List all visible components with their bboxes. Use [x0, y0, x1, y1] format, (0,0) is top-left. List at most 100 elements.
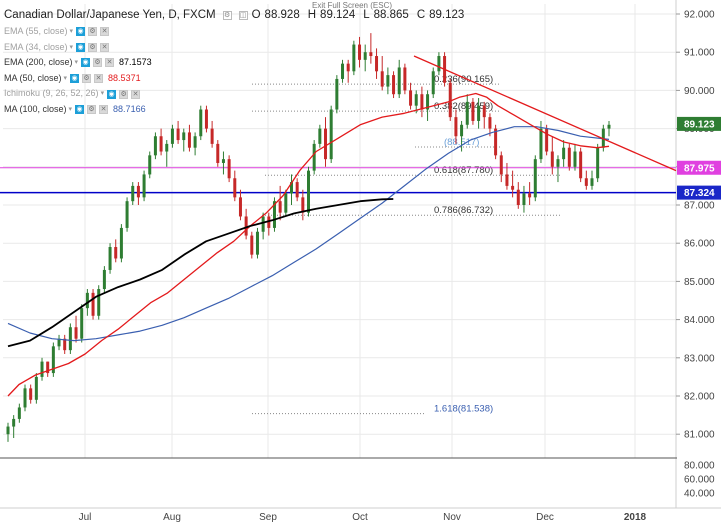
indicator-row[interactable]: MA (100, close) ▾ ◉ ⚙ ✕ 88.7166	[4, 102, 472, 118]
horizontal-levels	[0, 167, 676, 194]
candle-body	[227, 159, 231, 179]
time-axis[interactable]: Jul Aug Sep Oct Nov Dec 2018	[79, 512, 647, 523]
eye-icon[interactable]: ◉	[70, 74, 80, 84]
price-tag-label: 87.324	[684, 188, 715, 199]
chevron-down-icon[interactable]: ▾	[69, 43, 74, 51]
candle-body	[584, 178, 588, 186]
candle-body	[23, 388, 27, 408]
indicator-row[interactable]: EMA (34, close) ▾ ◉ ⚙ ✕	[4, 40, 472, 56]
indicator-row[interactable]: EMA (55, close) ▾ ◉ ⚙ ✕	[4, 24, 472, 40]
candle-body	[528, 193, 532, 198]
candle-body	[91, 292, 95, 316]
candle-body	[335, 78, 339, 110]
candle-body	[386, 75, 390, 87]
candle-body	[136, 185, 140, 198]
gear-icon[interactable]: ⚙	[88, 27, 98, 37]
candle-body	[255, 231, 259, 255]
chevron-down-icon[interactable]: ▾	[68, 105, 73, 113]
candle-body	[358, 44, 362, 60]
candle-body	[63, 338, 67, 351]
gear-icon[interactable]: ⚙	[88, 42, 98, 52]
candle-body	[238, 197, 242, 217]
eye-icon[interactable]: ◉	[107, 89, 117, 99]
close-icon[interactable]: ✕	[99, 105, 109, 115]
indicator-row[interactable]: Ichimoku (9, 26, 52, 26) ▾ ◉ ⚙ ✕	[4, 86, 472, 102]
price-tag	[677, 116, 721, 131]
candle-body	[221, 159, 225, 163]
ohlc-high: H 89.124	[307, 9, 356, 21]
close-icon[interactable]: ✕	[100, 27, 110, 37]
candle-body	[295, 182, 299, 198]
candle-body	[170, 128, 174, 144]
chevron-down-icon[interactable]: ▾	[100, 90, 105, 98]
candle-body	[97, 289, 101, 316]
eye-icon[interactable]: ◉	[76, 42, 86, 52]
candle-body	[550, 151, 554, 167]
trendline-group[interactable]	[413, 55, 677, 172]
settings-icon[interactable]: ⚙	[222, 10, 232, 20]
close-icon[interactable]: ✕	[105, 58, 115, 68]
exit-fullscreen-button[interactable]: Exit Full Screen (ESC)	[311, 1, 393, 10]
lower-tick-label: 80.000	[684, 461, 715, 472]
close-icon[interactable]: ✕	[94, 74, 104, 84]
eye-icon[interactable]: ◉	[81, 58, 91, 68]
close-icon[interactable]: ✕	[131, 89, 141, 99]
candle-body	[204, 109, 208, 129]
candle-body	[562, 147, 566, 160]
time-label: Jul	[79, 512, 92, 523]
candle-body	[414, 94, 418, 106]
compare-icon[interactable]: ◫	[238, 10, 248, 20]
indicator-row[interactable]: MA (50, close) ▾ ◉ ⚙ ✕ 88.5371	[4, 71, 472, 87]
indicator-row[interactable]: EMA (200, close) ▾ ◉ ⚙ ✕ 87.1573	[4, 55, 472, 71]
candle-body	[12, 418, 16, 427]
candle-body	[312, 143, 316, 171]
price-tick-label: 86.000	[684, 239, 715, 250]
chevron-down-icon[interactable]: ▾	[69, 28, 74, 35]
indicator-name[interactable]: Ichimoku (9, 26, 52, 26)	[4, 88, 99, 99]
eye-icon[interactable]: ◉	[76, 27, 86, 37]
indicator-name[interactable]: EMA (34, close)	[4, 41, 68, 52]
ohlc-low: L 88.865	[363, 9, 409, 21]
close-icon[interactable]: ✕	[100, 42, 110, 52]
fib-level-label: 0.786(86.732)	[434, 205, 493, 216]
candle-body	[505, 174, 509, 186]
candle-body	[596, 147, 600, 179]
candle-body	[272, 201, 276, 228]
candle-body	[46, 361, 50, 374]
ohlc-close: C 89.123	[416, 9, 465, 21]
candle-body	[420, 94, 424, 110]
candle-body	[119, 227, 123, 259]
symbol-title[interactable]: Canadian Dollar/Japanese Yen, D, FXCM	[4, 9, 216, 21]
price-axis[interactable]: 92.00091.00090.00089.00088.00087.00086.0…	[676, 0, 721, 508]
chevron-down-icon[interactable]: ▾	[74, 59, 79, 67]
candle-body	[437, 56, 441, 72]
candle-body	[329, 109, 333, 160]
gear-icon[interactable]: ⚙	[119, 89, 129, 99]
indicator-name[interactable]: MA (100, close)	[4, 103, 67, 114]
fib-level-label: 1.618(81.538)	[434, 404, 493, 415]
candle-body	[318, 128, 322, 144]
indicator-name[interactable]: EMA (55, close)	[4, 26, 68, 36]
candle-body	[102, 269, 106, 290]
candle-body	[431, 71, 435, 95]
fib-level-label: 0.382(89.459)	[434, 101, 493, 112]
chevron-down-icon[interactable]: ▾	[63, 74, 68, 82]
candle-body	[250, 235, 254, 255]
candle-body	[187, 132, 191, 148]
gear-icon[interactable]: ⚙	[87, 105, 97, 115]
candle-body	[426, 94, 430, 110]
candle-body	[448, 82, 452, 118]
fibonacci-levels: 0.236(90.165)0.382(89.459)(88.517)0.618(…	[252, 74, 560, 415]
indicator-name[interactable]: EMA (200, close)	[4, 57, 73, 68]
indicator-name[interactable]: MA (50, close)	[4, 72, 62, 83]
gear-icon[interactable]: ⚙	[93, 58, 103, 68]
candle-body	[142, 174, 146, 198]
price-tag	[677, 185, 721, 200]
indicator-value: 88.7166	[113, 103, 146, 114]
candle-body	[607, 124, 611, 129]
gear-icon[interactable]: ⚙	[82, 74, 92, 84]
eye-icon[interactable]: ◉	[75, 105, 85, 115]
trendline	[413, 55, 677, 172]
candle-body	[533, 159, 537, 198]
